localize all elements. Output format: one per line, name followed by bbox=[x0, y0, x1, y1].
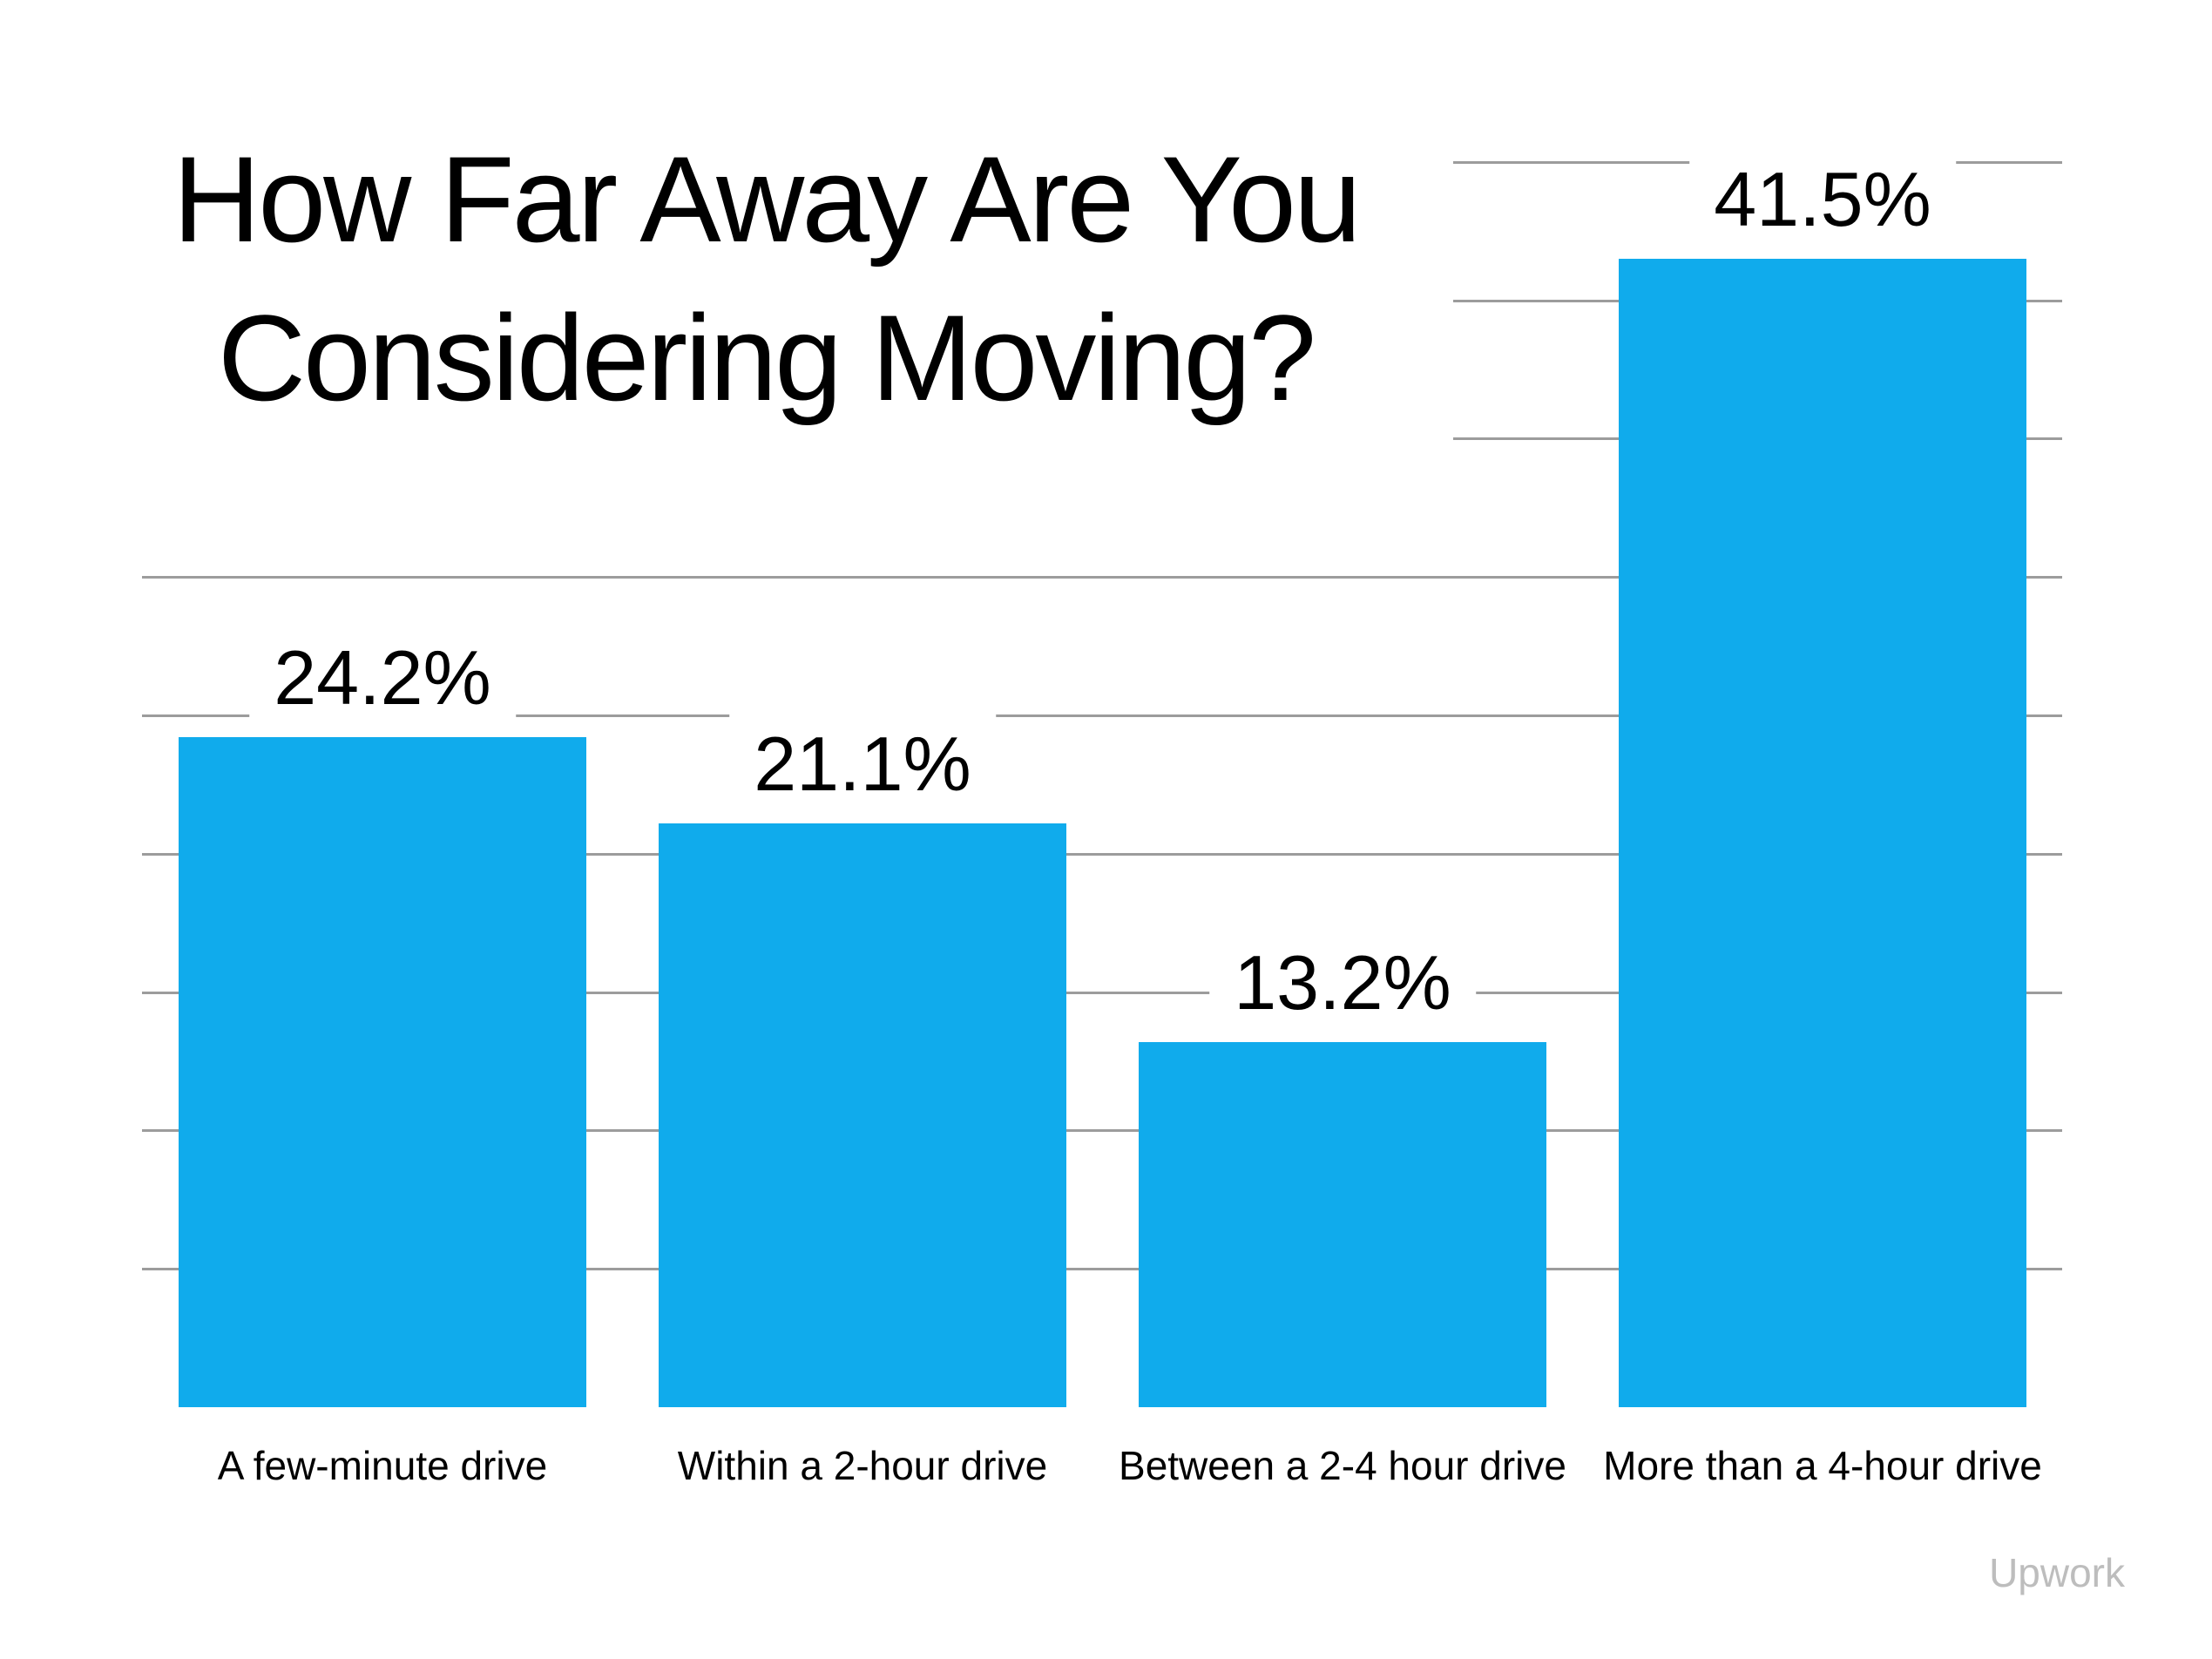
chart-title-line1: How Far Away Are You bbox=[172, 131, 1362, 267]
bar-value-label-4-hour: 41.5% bbox=[1689, 146, 1956, 253]
category-label-2-hour: Within a 2-hour drive bbox=[677, 1443, 1048, 1488]
bar-within-2-hour-drive bbox=[659, 823, 1066, 1407]
bar-value-label-few-minute: 24.2% bbox=[249, 625, 516, 731]
category-label-few-minute: A few-minute drive bbox=[217, 1443, 548, 1488]
bar-between-2-4-hour-drive bbox=[1139, 1042, 1546, 1407]
bar-more-than-4-hour-drive bbox=[1619, 259, 2026, 1407]
gridline-10-percent bbox=[142, 1129, 2062, 1132]
bar-value-label-2-hour: 21.1% bbox=[729, 711, 996, 817]
gridline-15-percent bbox=[142, 992, 2062, 994]
bar-value-label-2-4-hour: 13.2% bbox=[1209, 930, 1476, 1036]
gridline-25-percent bbox=[142, 714, 2062, 717]
bar-few-minute-drive bbox=[179, 737, 586, 1407]
category-label-2-4-hour: Between a 2-4 hour drive bbox=[1119, 1443, 1566, 1488]
chart-title-line2: Considering Moving? bbox=[217, 289, 1316, 426]
upwork-watermark: Upwork bbox=[1989, 1550, 2125, 1595]
chart-title: How Far Away Are You Considering Moving? bbox=[78, 103, 1453, 538]
gridline-5-percent bbox=[142, 1268, 2062, 1270]
gridline-20-percent bbox=[142, 853, 2062, 856]
category-label-4-hour: More than a 4-hour drive bbox=[1603, 1443, 2042, 1488]
gridline-30-percent bbox=[142, 576, 2062, 579]
